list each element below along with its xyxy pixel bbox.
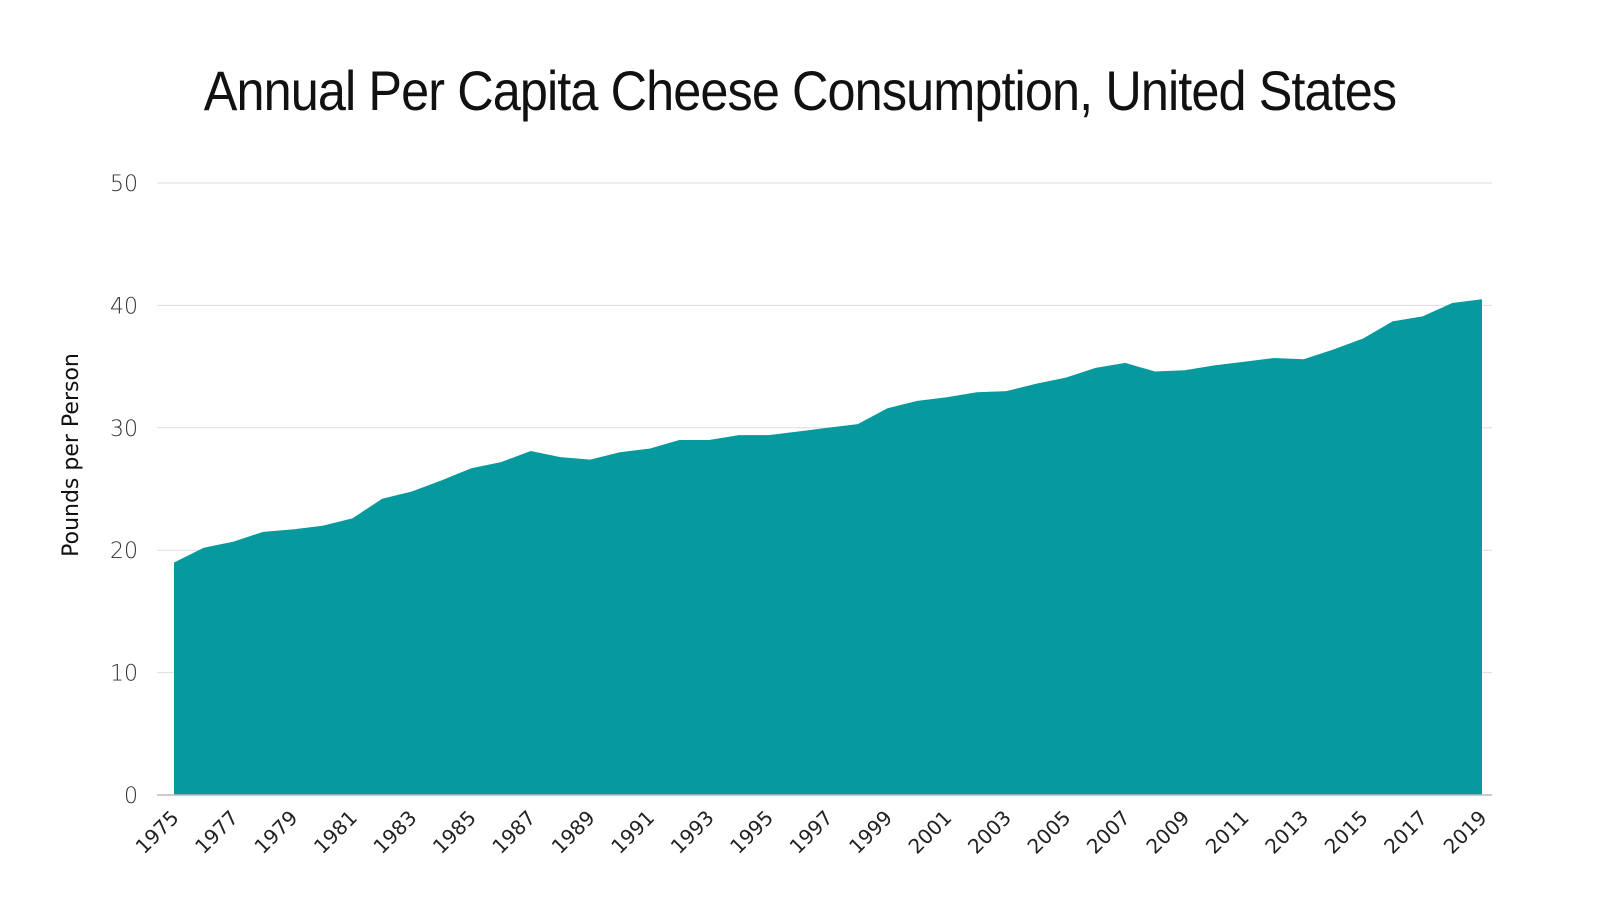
x-tick-label: 1995 (725, 806, 778, 859)
x-tick-label: 1983 (368, 806, 421, 859)
chart-title: Annual Per Capita Cheese Consumption, Un… (203, 59, 1397, 122)
area-series (174, 299, 1482, 795)
y-tick-label: 20 (110, 539, 138, 564)
x-tick-label: 1993 (666, 806, 719, 859)
x-tick-label: 2001 (903, 806, 956, 859)
x-tick-label: 1999 (844, 806, 897, 859)
x-tick-label: 2003 (963, 806, 1016, 859)
y-tick-label: 40 (110, 294, 138, 319)
x-tick-label: 1989 (547, 806, 600, 859)
x-tick-label: 1991 (606, 806, 659, 859)
y-axis-title: Pounds per Person (59, 353, 84, 557)
area-series-fill (174, 299, 1482, 795)
y-tick-label: 0 (124, 784, 138, 809)
x-tick-label: 1975 (131, 806, 184, 859)
x-tick-label: 2009 (1141, 806, 1194, 859)
y-axis: 0 10 20 30 40 50 (110, 172, 138, 809)
x-tick-label: 2013 (1260, 806, 1313, 859)
x-tick-label: 2007 (1082, 806, 1135, 859)
y-tick-label: 30 (110, 417, 138, 442)
x-tick-label: 1977 (190, 806, 243, 859)
x-tick-label: 1987 (487, 806, 540, 859)
x-tick-label: 1985 (428, 806, 481, 859)
x-tick-label: 1981 (309, 806, 362, 859)
x-tick-label: 2011 (1201, 806, 1254, 859)
x-tick-label: 2015 (1320, 806, 1373, 859)
x-tick-label: 2019 (1439, 806, 1492, 859)
y-tick-label: 10 (110, 662, 138, 687)
x-axis: 1975 1977 1979 1981 1983 1985 1987 1989 1991 1993… (131, 794, 1492, 859)
x-tick-label: 1997 (785, 806, 838, 859)
x-tick-label: 1979 (249, 806, 302, 859)
y-tick-label: 50 (110, 172, 138, 197)
x-tick-label: 2017 (1379, 806, 1432, 859)
x-tick-label: 2005 (1022, 806, 1075, 859)
